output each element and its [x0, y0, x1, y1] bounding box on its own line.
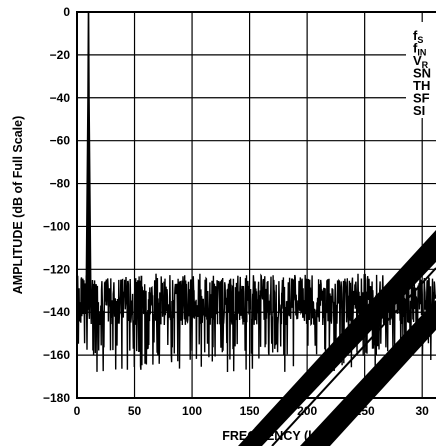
y-tick-label: −40	[50, 91, 71, 105]
legend-background	[406, 22, 436, 118]
noise-floor-trace	[76, 273, 436, 373]
x-tick-label: 100	[182, 404, 202, 418]
stripe-thick-2	[300, 300, 436, 446]
x-tick-label: 150	[240, 404, 260, 418]
legend-line: fIN	[413, 41, 426, 58]
y-tick-label: −100	[43, 219, 70, 233]
legend-line: SI	[413, 103, 425, 118]
x-tick-label: 200	[297, 404, 317, 418]
y-tick-label: −180	[43, 391, 70, 405]
x-tick-label: 0	[74, 404, 81, 418]
x-tick-labels: 0 50 100 150 200 250 30	[74, 404, 430, 418]
y-tick-label: −140	[43, 305, 70, 319]
x-axis-title: FREQUENCY (kHz)	[222, 429, 334, 443]
y-tick-label: 0	[63, 5, 70, 19]
overlay-stripes	[238, 230, 436, 446]
y-tick-label: −80	[50, 177, 71, 191]
y-tick-label: −20	[50, 48, 71, 62]
noise-trace	[76, 273, 436, 373]
y-tick-label: −120	[43, 262, 70, 276]
legend-line: TH	[413, 78, 430, 93]
legend-line: SN	[413, 66, 431, 81]
x-tick-label: 50	[128, 404, 142, 418]
x-tick-label: 30	[416, 404, 430, 418]
x-tick-label: 250	[355, 404, 375, 418]
legend-line: SF	[413, 91, 430, 106]
y-tick-label: −160	[43, 348, 70, 362]
legend-line: fS	[413, 28, 423, 45]
legend-line: VR	[413, 53, 429, 70]
y-axis-title: AMPLITUDE (dB of Full Scale)	[11, 116, 25, 294]
plot-frame	[76, 11, 436, 399]
stripe-thin	[271, 267, 436, 446]
stripe-thick	[238, 230, 436, 446]
grid-lines	[76, 11, 436, 399]
y-tick-labels: 0 −20 −40 −60 −80 −100 −120 −140 −160 −180	[43, 5, 70, 405]
y-tick-label: −60	[50, 134, 71, 148]
